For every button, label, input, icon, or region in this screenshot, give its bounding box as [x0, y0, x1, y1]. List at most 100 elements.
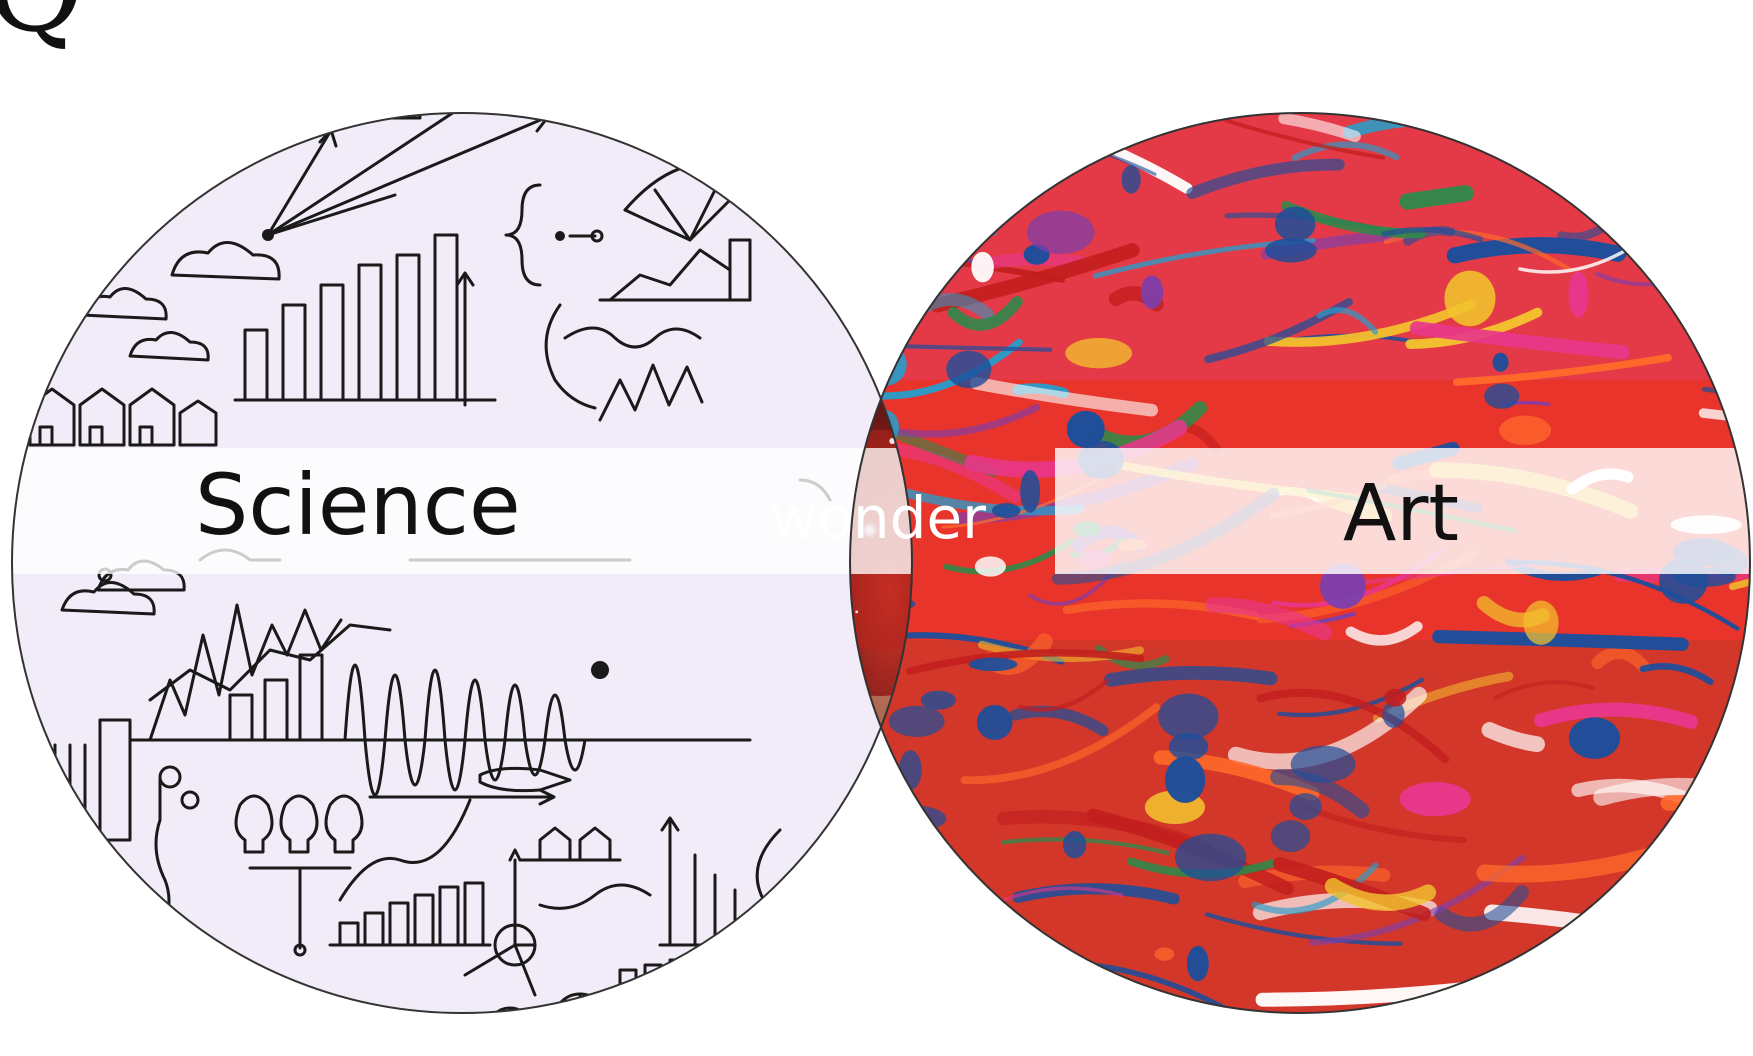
- paint-stroke: [947, 296, 1023, 331]
- paint-blob: [937, 889, 1002, 915]
- star: [973, 141, 977, 145]
- paint-stroke: [1270, 769, 1370, 819]
- paint-blob: [1026, 210, 1095, 254]
- paint-blob: [1605, 898, 1645, 916]
- paint-blob: [1168, 733, 1209, 761]
- paint-stroke: [1493, 680, 1595, 701]
- paint-blob: [1484, 383, 1520, 409]
- paint-stroke: [1534, 702, 1698, 729]
- star: [932, 199, 935, 202]
- paint-blob: [899, 750, 922, 790]
- paint-stroke: [1399, 185, 1474, 210]
- star: [883, 766, 888, 771]
- paint-stroke: [1316, 307, 1379, 335]
- paint-stroke: [1204, 912, 1403, 946]
- paint-stroke: [1556, 113, 1750, 139]
- art-circle-outline: [849, 112, 1751, 1014]
- star: [881, 250, 885, 254]
- paint-stroke: [1598, 979, 1743, 1000]
- paint-stroke: [1508, 964, 1557, 988]
- paint-stroke: [1087, 983, 1134, 994]
- paint-stroke: [1332, 1012, 1515, 1013]
- corner-letter: Q: [0, 0, 84, 50]
- paint-stroke: [1103, 666, 1278, 687]
- paint-blob: [1154, 947, 1175, 961]
- paint-blob: [1656, 837, 1717, 862]
- paint-blob: [974, 556, 1006, 577]
- paint-stroke: [898, 344, 1053, 352]
- paint-blob: [1265, 238, 1317, 263]
- paint-stroke: [1641, 113, 1750, 169]
- star: [877, 317, 883, 323]
- paint-stroke: [1442, 113, 1599, 121]
- star: [860, 281, 866, 288]
- paint-blob: [1384, 688, 1407, 707]
- paint-blob: [1621, 973, 1647, 1011]
- star: [741, 935, 745, 939]
- paint-blob: [899, 122, 929, 175]
- star: [847, 178, 849, 180]
- paint-blob: [888, 705, 945, 737]
- paint-stroke: [997, 810, 1211, 855]
- paint-stroke: [1723, 978, 1750, 1013]
- paint-stroke: [1381, 226, 1484, 243]
- paint-stroke: [960, 703, 1161, 785]
- paint-blob: [920, 690, 956, 710]
- paint-stroke: [1018, 678, 1110, 712]
- star: [776, 149, 779, 152]
- paint-stroke: [1009, 705, 1109, 737]
- paint-stroke: [1639, 663, 1714, 685]
- paint-blob: [1444, 270, 1496, 327]
- paint-stroke: [1251, 862, 1379, 915]
- paint-blob: [1165, 756, 1206, 803]
- art-label: Art: [1343, 469, 1460, 559]
- paint-stroke: [1560, 113, 1704, 145]
- paint-stroke: [905, 649, 1145, 675]
- paint-blob: [1499, 415, 1552, 446]
- paint-stroke: [969, 376, 1159, 417]
- paint-blob: [1186, 945, 1209, 982]
- paint-stroke: [1714, 204, 1750, 249]
- star: [1029, 167, 1035, 173]
- paint-blob: [991, 503, 1021, 519]
- paint-stroke: [1728, 558, 1750, 591]
- paint-blob: [1020, 469, 1041, 513]
- paint-stroke: [1256, 688, 1450, 764]
- paint-blob: [1704, 129, 1750, 166]
- science-circle-outline: [11, 112, 913, 1014]
- paint-stroke: [1291, 141, 1400, 161]
- paint-stroke: [1409, 321, 1630, 360]
- paint-blob: [1121, 165, 1141, 194]
- science-label: Science: [195, 456, 521, 554]
- paint-blob: [1399, 781, 1471, 817]
- paint-stroke: [1278, 113, 1361, 142]
- paint-blob: [1065, 338, 1133, 369]
- paint-stroke: [1263, 299, 1476, 347]
- paint-blob: [1382, 700, 1405, 728]
- star: [916, 946, 921, 951]
- paint-stroke: [890, 443, 1022, 504]
- paint-stroke: [1276, 677, 1425, 718]
- paint-stroke: [1205, 597, 1333, 641]
- paint-blob: [1158, 693, 1219, 740]
- paint-blob: [1274, 206, 1316, 242]
- paint-stroke: [1224, 118, 1386, 160]
- star: [903, 807, 910, 814]
- paint-blob: [1580, 113, 1644, 132]
- paint-stroke: [1591, 646, 1650, 673]
- paint-stroke: [1186, 158, 1345, 200]
- paint-blob: [1192, 1003, 1221, 1013]
- paint-stroke: [1481, 722, 1546, 753]
- paint-blob: [1568, 271, 1589, 318]
- paint-stroke: [1446, 237, 1627, 264]
- star: [855, 610, 859, 614]
- paint-stroke: [921, 225, 997, 245]
- paint-blob: [1066, 410, 1105, 448]
- paint-blob: [1270, 820, 1311, 853]
- paint-stroke: [1447, 113, 1541, 125]
- paint-blob: [1523, 600, 1559, 645]
- paint-blob: [1531, 138, 1574, 187]
- paint-blob: [1013, 984, 1066, 1013]
- paint-stroke: [1432, 629, 1689, 651]
